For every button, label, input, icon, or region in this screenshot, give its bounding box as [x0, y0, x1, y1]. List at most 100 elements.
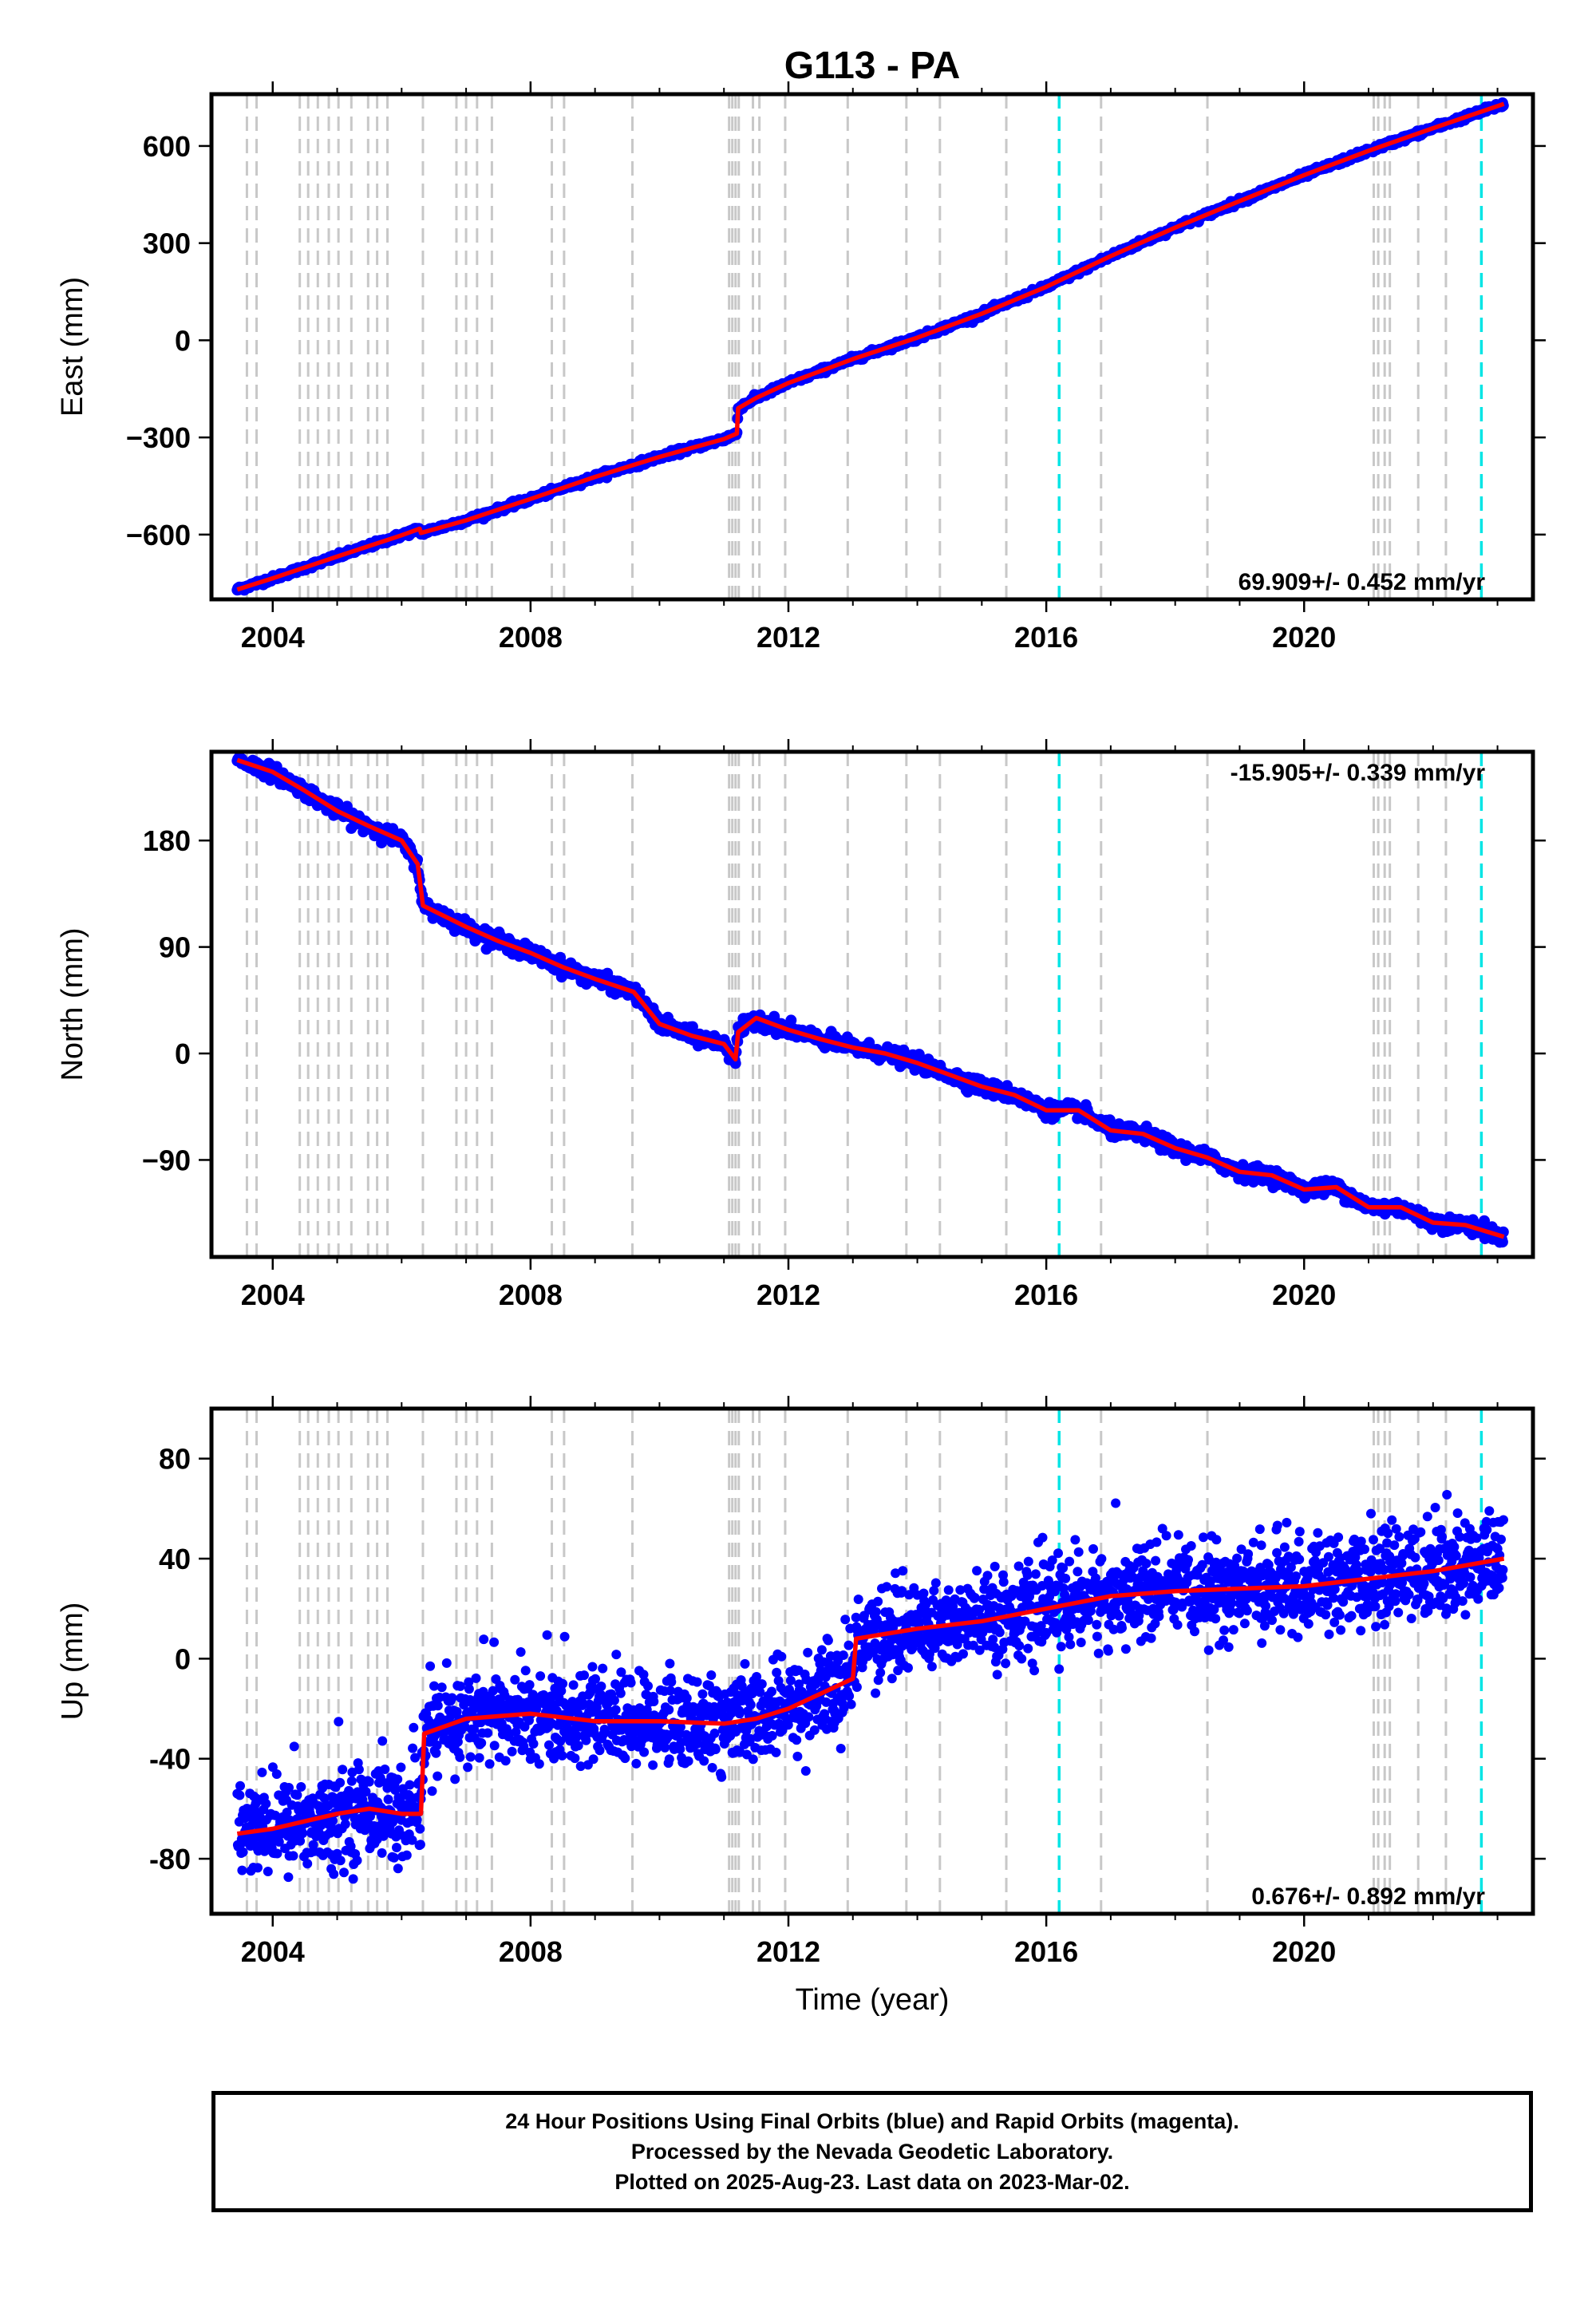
data-point: [237, 1865, 247, 1875]
data-point: [665, 1658, 675, 1669]
data-point: [464, 1677, 474, 1687]
data-point: [377, 1848, 387, 1858]
data-point: [396, 1762, 406, 1773]
data-point: [568, 1680, 579, 1690]
data-point: [660, 1742, 670, 1753]
y-tick-label: 180: [143, 824, 191, 857]
data-point: [383, 1794, 393, 1804]
data-point: [352, 1856, 362, 1866]
data-point: [717, 1772, 727, 1782]
data-point: [450, 1774, 460, 1784]
data-point: [401, 1850, 412, 1860]
data-point: [431, 1748, 441, 1758]
data-point: [699, 1756, 709, 1766]
data-point: [683, 1756, 693, 1766]
data-point: [464, 1684, 474, 1694]
data-point: [489, 1741, 500, 1751]
data-point: [390, 1784, 401, 1795]
data-point: [298, 1828, 308, 1839]
data-point: [389, 1852, 399, 1863]
data-point: [573, 1741, 583, 1751]
data-point: [600, 1726, 610, 1737]
data-point: [425, 1661, 436, 1671]
data-point: [432, 1740, 442, 1750]
data-point: [489, 1637, 500, 1647]
data-point: [296, 1782, 306, 1792]
data-point: [377, 1736, 388, 1746]
data-point: [433, 1771, 443, 1781]
data-point: [752, 1672, 762, 1682]
data-point: [666, 1677, 677, 1687]
data-point: [528, 1739, 539, 1749]
data-point: [253, 1863, 263, 1873]
x-tick-label: 2004: [241, 621, 305, 654]
data-point: [274, 1836, 284, 1847]
data-point: [447, 1693, 457, 1703]
data-point: [709, 1728, 720, 1738]
data-point: [666, 1686, 676, 1696]
plot-frame: [209, 749, 1535, 1259]
data-point: [510, 1674, 520, 1685]
data-point: [611, 1650, 622, 1660]
data-point: [534, 1759, 544, 1769]
y-tick-label: −600: [126, 519, 191, 551]
model-line: [236, 757, 1505, 1239]
data-point: [393, 1774, 403, 1784]
data-point: [615, 1688, 626, 1698]
x-tick-label: 2016: [1014, 1279, 1078, 1311]
data-point: [380, 1765, 390, 1774]
data-point: [348, 1874, 358, 1884]
data-point: [361, 1787, 371, 1796]
data-point: [704, 1681, 714, 1691]
data-point: [745, 1733, 756, 1744]
data-point: [238, 1847, 248, 1857]
data-point: [692, 1677, 702, 1687]
data-point: [755, 1687, 765, 1697]
y-tick-label: 300: [143, 227, 191, 260]
data-point: [748, 1754, 758, 1765]
rate-label: -15.905+/- 0.339 mm/yr: [1231, 760, 1486, 786]
data-point: [511, 1727, 521, 1737]
data-point: [441, 1658, 452, 1668]
data-point: [507, 1746, 517, 1757]
data-point: [772, 1667, 782, 1678]
data-point: [329, 1869, 339, 1879]
data-point: [365, 1811, 375, 1821]
data-point: [283, 1872, 294, 1883]
data-point: [433, 1701, 443, 1711]
data-point: [484, 1759, 495, 1769]
data-point: [455, 1681, 465, 1691]
chart-title: G113 - PA: [784, 45, 961, 87]
data-point: [571, 1730, 582, 1741]
data-point: [609, 1695, 619, 1705]
data-point: [235, 1780, 245, 1791]
data-point: [415, 1840, 425, 1850]
data-point: [729, 1057, 741, 1069]
data-point: [437, 1682, 447, 1693]
data-point: [706, 1670, 717, 1680]
data-point: [319, 1793, 330, 1804]
data-point: [474, 1753, 484, 1763]
data-point: [734, 1709, 745, 1719]
data-point: [408, 1743, 418, 1753]
data-point: [346, 1776, 357, 1786]
data-point: [272, 1848, 282, 1859]
data-point: [334, 1717, 344, 1727]
x-tick-label: 2004: [241, 1279, 305, 1311]
data-point: [257, 1767, 267, 1777]
data-point: [707, 1763, 717, 1773]
data-point: [429, 1681, 439, 1691]
data-point: [339, 1867, 349, 1878]
data-point: [325, 1828, 335, 1838]
data-point: [271, 1769, 282, 1779]
data-point: [328, 1816, 338, 1826]
data-point: [292, 1790, 302, 1800]
data-point: [664, 1754, 674, 1765]
data-point: [455, 1752, 465, 1762]
data-point: [556, 1686, 567, 1696]
y-tick-label: 600: [143, 130, 191, 163]
data-point: [776, 1651, 787, 1662]
data-point: [235, 1790, 245, 1800]
